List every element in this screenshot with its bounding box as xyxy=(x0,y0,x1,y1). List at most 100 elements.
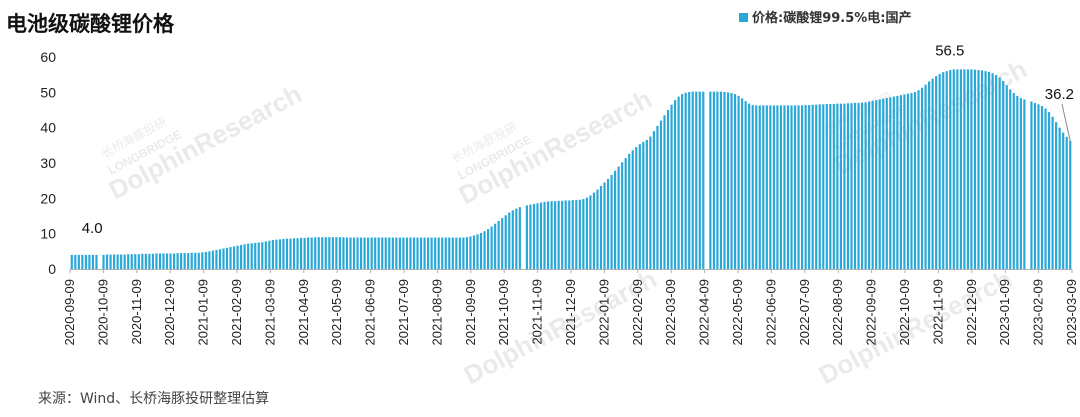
bar xyxy=(77,254,80,269)
bar xyxy=(606,178,610,269)
bar xyxy=(871,100,874,269)
bar xyxy=(935,76,938,269)
bar xyxy=(889,97,892,269)
bar xyxy=(412,237,416,269)
x-tick-label: 2021-07-09 xyxy=(396,279,411,346)
bar xyxy=(331,237,334,269)
bar xyxy=(465,237,469,269)
bar xyxy=(673,100,677,269)
bar xyxy=(571,200,574,269)
bar xyxy=(949,70,952,269)
x-tick-label: 2022-09-09 xyxy=(864,279,879,346)
bar xyxy=(723,91,726,269)
bar xyxy=(356,237,359,269)
bar xyxy=(381,237,384,269)
data-label: 36.2 xyxy=(1045,86,1074,103)
bar xyxy=(1058,127,1061,269)
bar xyxy=(405,237,409,269)
bar xyxy=(225,247,229,269)
bar xyxy=(81,254,84,269)
x-tick-label: 2021-04-09 xyxy=(296,279,311,346)
bar xyxy=(165,253,169,269)
bar xyxy=(539,202,543,269)
bar xyxy=(596,189,599,269)
bar xyxy=(201,252,204,269)
bar xyxy=(229,247,232,269)
bar xyxy=(448,237,451,269)
bar xyxy=(310,237,313,269)
bar xyxy=(938,73,941,270)
x-tick-label: 2020-11-09 xyxy=(129,279,144,345)
bar xyxy=(748,103,751,269)
x-tick-label: 2022-06-09 xyxy=(763,279,778,346)
bar xyxy=(1005,85,1008,270)
bar xyxy=(486,229,490,269)
bar xyxy=(631,150,634,269)
bar xyxy=(494,223,497,269)
y-tick-label: 0 xyxy=(48,261,56,277)
bar xyxy=(716,91,719,269)
bar xyxy=(391,237,394,269)
bar xyxy=(751,105,754,269)
x-tick-label: 2022-10-09 xyxy=(897,279,912,346)
bar xyxy=(194,252,197,269)
bar xyxy=(822,104,825,269)
bar xyxy=(349,237,352,269)
bar xyxy=(289,238,292,269)
bar xyxy=(91,254,95,269)
bar xyxy=(853,102,857,270)
bar xyxy=(1047,112,1051,270)
bar xyxy=(564,200,567,269)
bar xyxy=(793,105,797,269)
bar xyxy=(501,218,504,269)
bar xyxy=(476,234,479,269)
bar xyxy=(172,253,176,269)
x-tick-label: 2022-03-09 xyxy=(663,279,678,346)
bar xyxy=(247,243,250,269)
bar xyxy=(419,237,423,269)
bar xyxy=(977,70,980,269)
bar xyxy=(864,102,867,269)
bar xyxy=(942,72,945,269)
bar xyxy=(303,237,306,269)
annotations: 4.0 56.5 36.2 xyxy=(82,42,1074,237)
bar xyxy=(515,208,518,269)
bar xyxy=(222,248,225,269)
bar xyxy=(479,232,483,269)
bar xyxy=(762,105,765,269)
y-tick-label: 60 xyxy=(40,49,56,65)
bar xyxy=(472,235,476,269)
bar xyxy=(218,249,222,269)
x-tick-label: 2022-08-09 xyxy=(830,279,845,346)
bar xyxy=(282,238,285,269)
x-tick-label: 2022-01-09 xyxy=(596,279,611,346)
x-tick-label: 2021-10-09 xyxy=(496,279,511,346)
bar xyxy=(681,94,684,269)
data-label: 4.0 xyxy=(82,220,103,237)
bar xyxy=(691,91,694,269)
bar xyxy=(945,71,948,269)
bar xyxy=(677,96,680,269)
bar xyxy=(546,201,550,269)
bar xyxy=(659,120,663,269)
bar xyxy=(684,92,687,269)
x-tick-label: 2022-02-09 xyxy=(630,279,645,346)
bar xyxy=(497,220,500,269)
bar xyxy=(458,237,461,269)
bar xyxy=(850,103,853,269)
bar xyxy=(959,69,962,270)
x-tick-label: 2022-07-09 xyxy=(797,279,812,346)
bar xyxy=(920,87,924,270)
bar xyxy=(1040,106,1044,269)
bar xyxy=(741,98,744,269)
bar-series xyxy=(70,69,1072,270)
y-tick-label: 50 xyxy=(40,84,56,100)
bar xyxy=(568,200,571,269)
bar xyxy=(987,71,991,269)
bar xyxy=(589,195,592,269)
bar xyxy=(176,253,179,269)
bar xyxy=(758,105,761,269)
bar xyxy=(211,250,214,269)
bar xyxy=(148,253,151,269)
bar xyxy=(839,103,842,269)
